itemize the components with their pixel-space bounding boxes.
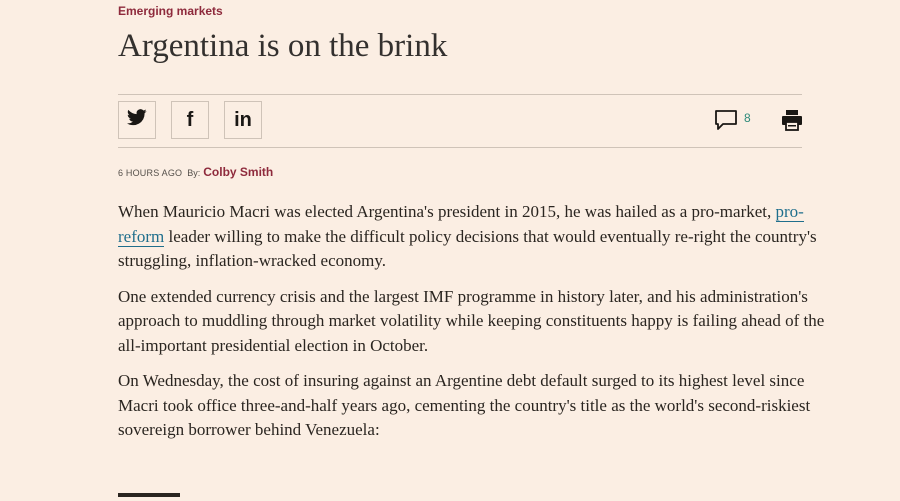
- share-twitter-button[interactable]: [118, 101, 156, 139]
- byline-prefix: By:: [187, 168, 201, 178]
- article-paragraph: On Wednesday, the cost of insuring again…: [118, 371, 811, 439]
- comment-count: 8: [744, 111, 751, 125]
- printer-icon: [780, 110, 804, 135]
- linkedin-icon: in: [234, 108, 252, 131]
- chart-section-rule: [118, 493, 180, 497]
- print-button[interactable]: [780, 109, 804, 136]
- facebook-icon: f: [186, 108, 194, 131]
- toolbar-bottom-divider: [118, 147, 802, 148]
- section-kicker[interactable]: Emerging markets: [118, 4, 223, 18]
- comment-icon: [714, 109, 738, 136]
- article-body: When Mauricio Macri was elected Argentin…: [118, 200, 838, 454]
- publish-time: 6 HOURS AGO: [118, 168, 183, 178]
- toolbar-top-divider: [118, 94, 802, 95]
- share-linkedin-button[interactable]: in: [224, 101, 262, 139]
- article-title: Argentina is on the brink: [118, 28, 448, 64]
- byline: 6 HOURS AGO By: Colby Smith: [118, 165, 273, 179]
- author-link[interactable]: Colby Smith: [203, 165, 274, 179]
- twitter-icon: [127, 109, 147, 131]
- comments-button[interactable]: 8: [714, 109, 751, 136]
- pro-reform-link[interactable]: pro-reform: [118, 202, 804, 247]
- share-facebook-button[interactable]: f: [171, 101, 209, 139]
- article-paragraph: When Mauricio Macri was elected Argentin…: [118, 202, 817, 270]
- article-paragraph: One extended currency crisis and the lar…: [118, 286, 825, 355]
